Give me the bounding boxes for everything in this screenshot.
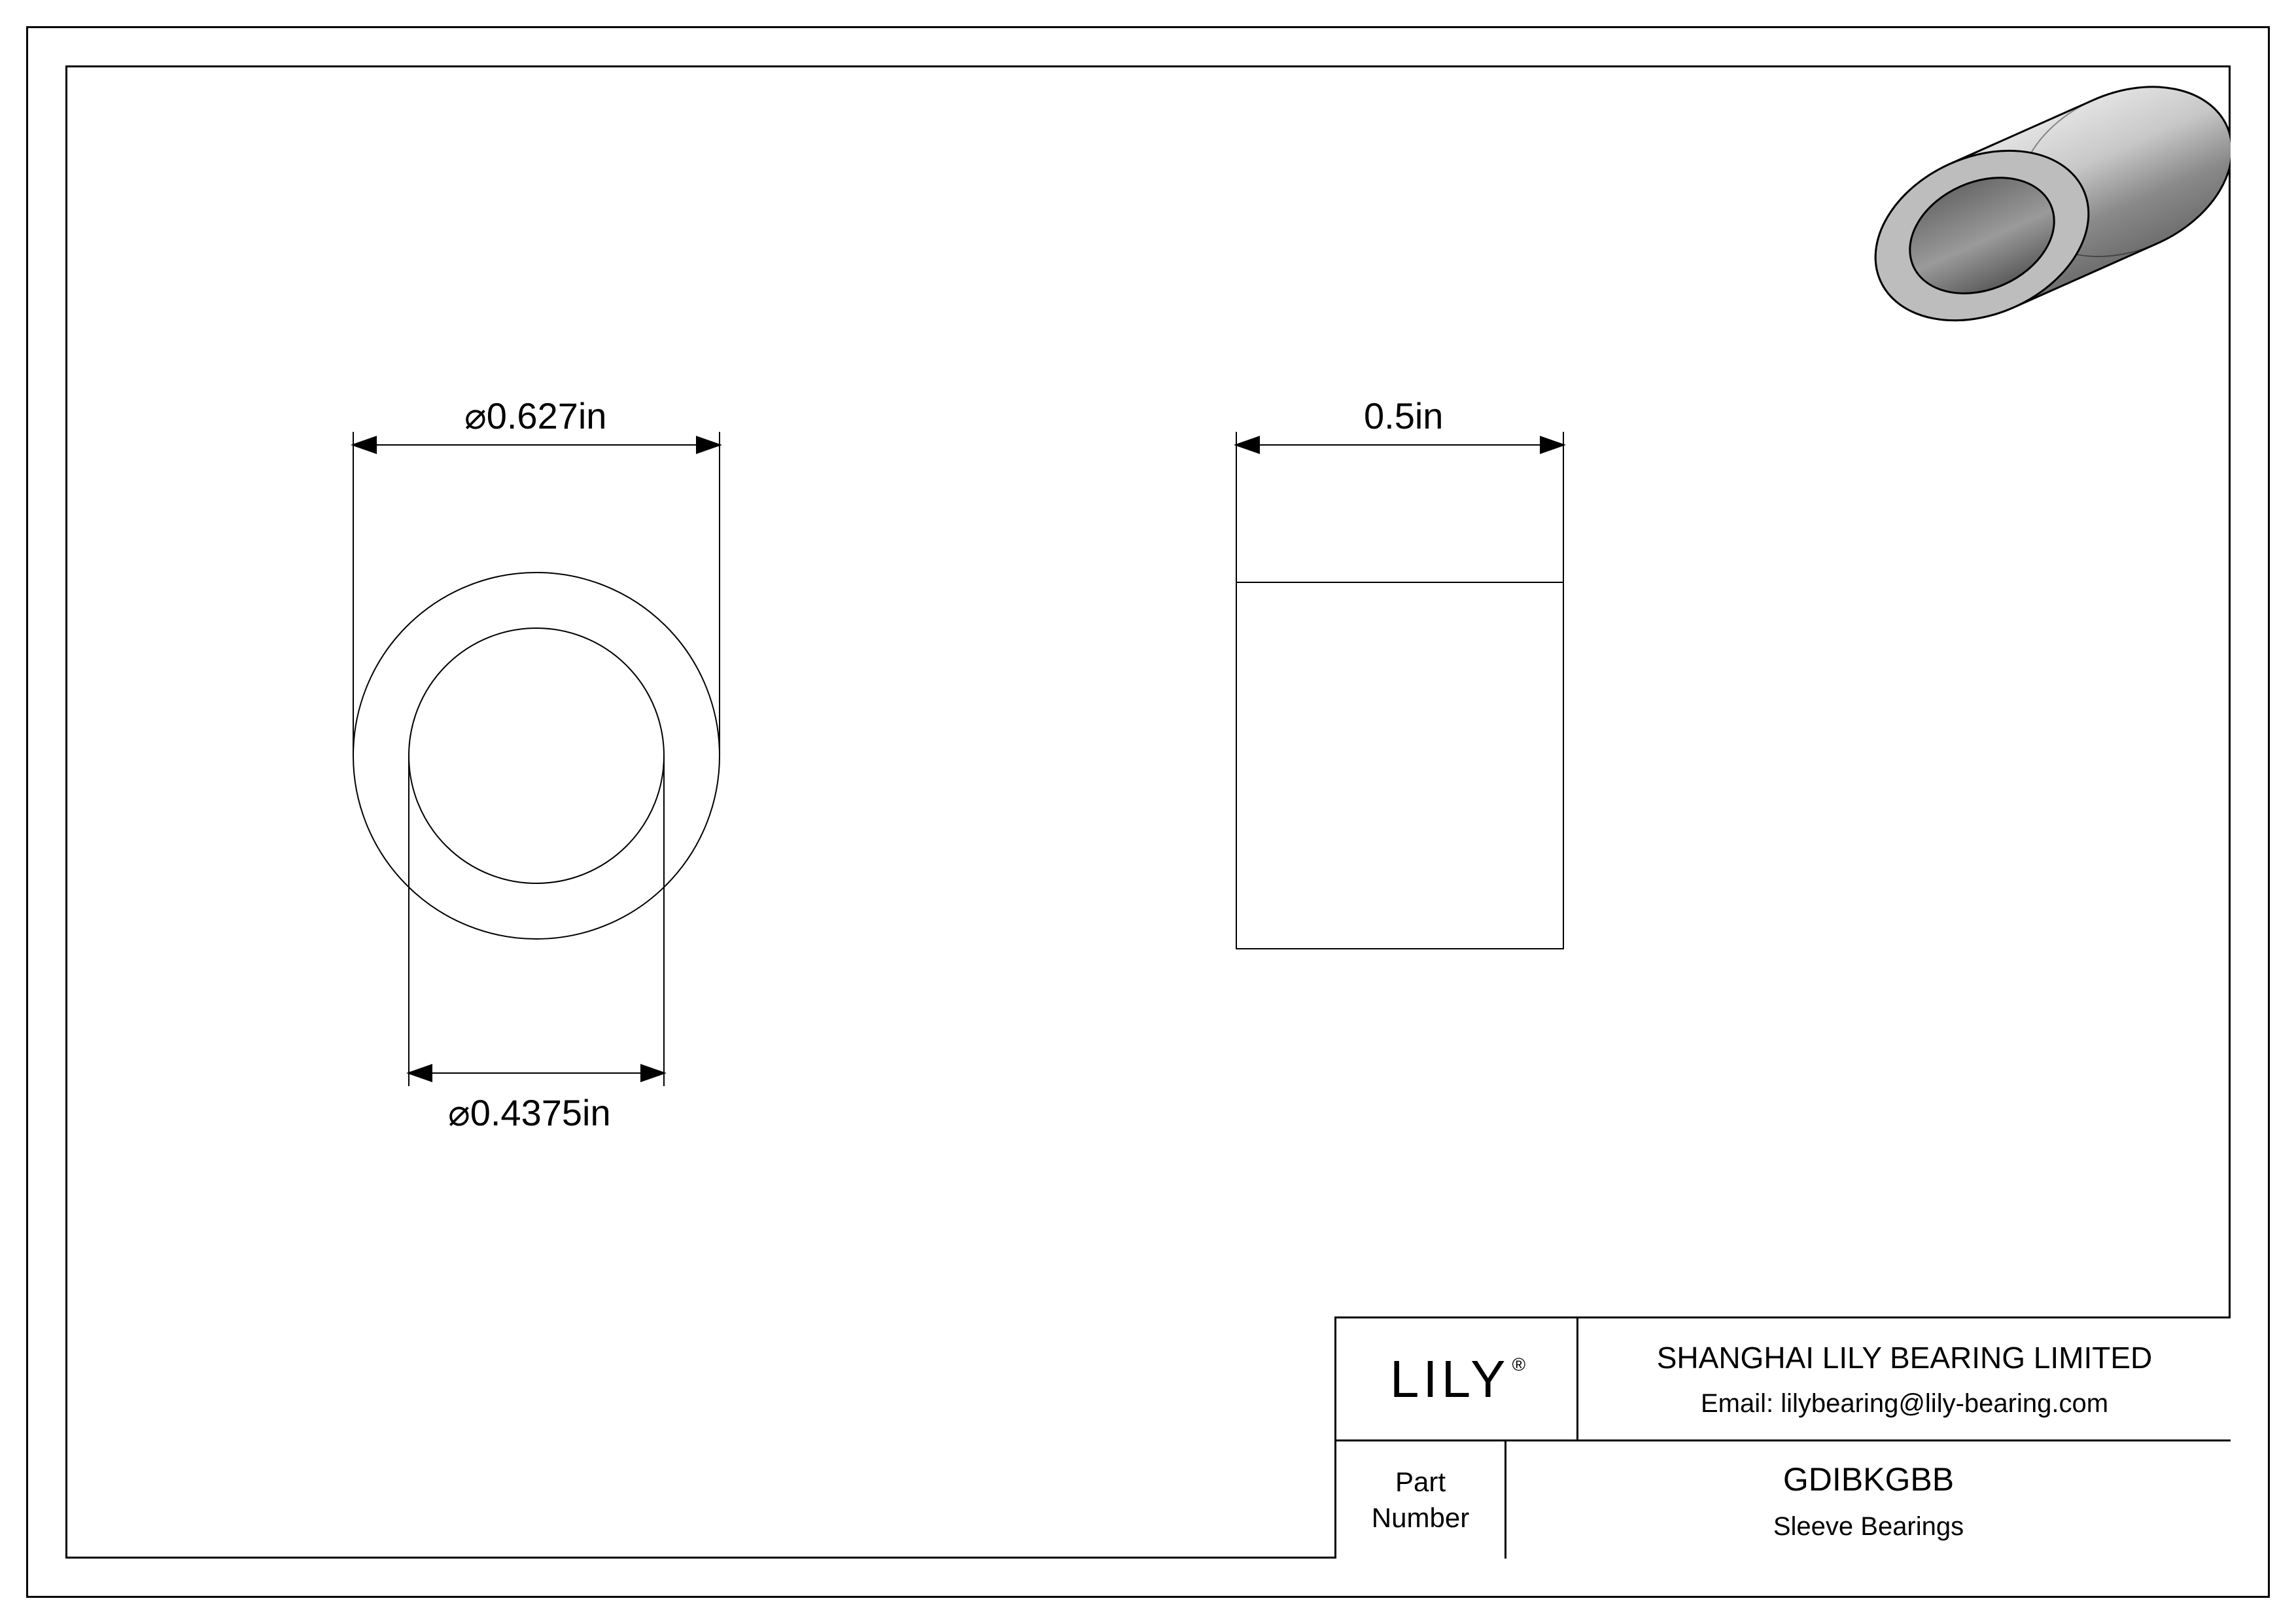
inner-diameter-label: ⌀0.4375in (448, 1092, 611, 1133)
part-number-label-cell: Part Number (1336, 1441, 1506, 1559)
inner-circle (409, 628, 664, 883)
outer-diameter-label: ⌀0.627in (464, 395, 606, 436)
length-label: 0.5in (1364, 395, 1443, 436)
part-number: GDIBKGBB (1783, 1453, 1954, 1506)
part-number-label-line2: Number (1372, 1500, 1469, 1536)
logo-text: LILY (1390, 1350, 1510, 1408)
dim-inner-diameter: ⌀0.4375in (409, 756, 664, 1133)
title-block: LILY® SHANGHAI LILY BEARING LIMITED Emai… (1334, 1316, 2231, 1559)
side-rect (1236, 582, 1563, 949)
dim-length: 0.5in (1236, 395, 1563, 582)
dim-outer-diameter: ⌀0.627in (353, 395, 720, 756)
part-description: Sleeve Bearings (1773, 1506, 1964, 1547)
company-email: Email: lilybearing@lily-bearing.com (1701, 1383, 2108, 1424)
front-view: ⌀0.627in ⌀0.4375in (353, 395, 720, 1133)
company-cell: SHANGHAI LILY BEARING LIMITED Email: lil… (1578, 1318, 2231, 1439)
part-number-label-line1: Part (1395, 1464, 1446, 1500)
isometric-view (1849, 65, 2231, 353)
company-name: SHANGHAI LILY BEARING LIMITED (1657, 1334, 2153, 1383)
part-number-cell: GDIBKGBB Sleeve Bearings (1506, 1441, 2231, 1559)
title-block-top-row: LILY® SHANGHAI LILY BEARING LIMITED Emai… (1336, 1318, 2231, 1441)
side-view: 0.5in (1236, 395, 1563, 949)
title-block-bottom-row: Part Number GDIBKGBB Sleeve Bearings (1336, 1441, 2231, 1559)
logo-registered: ® (1512, 1354, 1526, 1375)
logo-cell: LILY® (1336, 1318, 1578, 1439)
